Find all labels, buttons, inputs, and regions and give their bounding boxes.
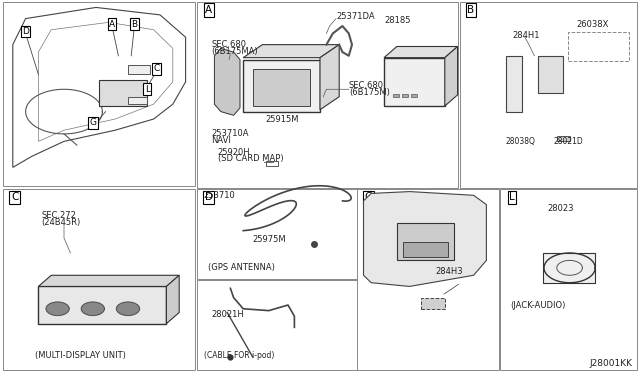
Text: (MULTI-DISPLAY UNIT): (MULTI-DISPLAY UNIT)	[35, 351, 126, 360]
Bar	[128, 65, 150, 74]
Bar	[557, 136, 570, 141]
Polygon shape	[243, 45, 339, 58]
Bar	[393, 94, 399, 97]
Text: (24B45R): (24B45R)	[42, 218, 81, 227]
Polygon shape	[445, 46, 458, 106]
Text: 25915M: 25915M	[266, 115, 299, 124]
Bar	[403, 242, 448, 257]
Text: L: L	[145, 85, 150, 94]
Polygon shape	[214, 48, 240, 115]
Text: G: G	[365, 192, 372, 202]
Text: 28038Q: 28038Q	[506, 137, 536, 146]
Text: 28185: 28185	[384, 16, 410, 25]
Text: C: C	[11, 192, 19, 202]
Text: 253710: 253710	[204, 191, 236, 200]
Bar	[568, 32, 629, 61]
Text: (JACK-AUDIO): (JACK-AUDIO)	[511, 301, 566, 310]
Text: 25920H: 25920H	[218, 148, 250, 157]
Bar	[460, 2, 637, 188]
Polygon shape	[320, 45, 339, 110]
Polygon shape	[166, 275, 179, 324]
Text: (6B175M): (6B175M)	[349, 88, 390, 97]
Bar	[506, 56, 522, 112]
Text: (GPS ANTENNA): (GPS ANTENNA)	[208, 263, 275, 272]
Polygon shape	[384, 46, 458, 58]
Bar	[384, 58, 445, 106]
Text: L: L	[509, 192, 515, 202]
Bar	[128, 97, 147, 104]
Text: SEC.272: SEC.272	[42, 211, 76, 220]
Polygon shape	[116, 302, 140, 315]
Bar	[197, 189, 357, 279]
Bar	[411, 94, 417, 97]
Bar	[3, 2, 195, 186]
Bar	[402, 94, 408, 97]
Text: (SD CARD MAP): (SD CARD MAP)	[218, 154, 284, 163]
Bar	[538, 56, 563, 93]
Polygon shape	[38, 275, 179, 286]
Text: A: A	[109, 20, 115, 29]
Bar	[197, 2, 458, 188]
Bar	[500, 189, 637, 370]
Bar	[253, 69, 310, 106]
Text: NAVI: NAVI	[211, 136, 231, 145]
Bar	[397, 223, 454, 260]
Text: 28021D: 28021D	[554, 137, 583, 146]
Text: D: D	[205, 192, 212, 202]
Text: 253710A: 253710A	[211, 129, 249, 138]
Text: SEC.680: SEC.680	[211, 40, 246, 49]
Bar	[197, 280, 357, 370]
Bar	[243, 60, 320, 112]
Text: B: B	[131, 20, 138, 29]
Polygon shape	[46, 302, 69, 315]
Text: SEC.680: SEC.680	[349, 81, 384, 90]
Text: 284H3: 284H3	[435, 267, 463, 276]
Polygon shape	[81, 302, 104, 315]
Text: (CABLE FOR i-pod): (CABLE FOR i-pod)	[204, 351, 274, 360]
Bar	[357, 189, 499, 370]
Bar	[543, 253, 595, 283]
Bar	[99, 80, 147, 106]
Text: 26038X: 26038X	[576, 20, 609, 29]
Text: 284H1: 284H1	[512, 31, 540, 40]
Bar	[38, 286, 166, 324]
Text: G: G	[90, 118, 96, 127]
Text: D: D	[22, 27, 29, 36]
Text: A: A	[205, 5, 212, 15]
Text: J28001KK: J28001KK	[589, 359, 632, 368]
Bar	[421, 298, 445, 309]
Bar	[3, 189, 195, 370]
Text: (6B175MA): (6B175MA)	[211, 47, 258, 56]
Text: 28023: 28023	[547, 204, 573, 213]
Text: B: B	[467, 5, 475, 15]
Bar	[266, 161, 278, 166]
Text: C: C	[154, 64, 160, 73]
Text: 25371DA: 25371DA	[336, 12, 374, 21]
Polygon shape	[364, 192, 486, 286]
Text: 28021H: 28021H	[211, 310, 244, 319]
Text: 25975M: 25975M	[253, 235, 287, 244]
